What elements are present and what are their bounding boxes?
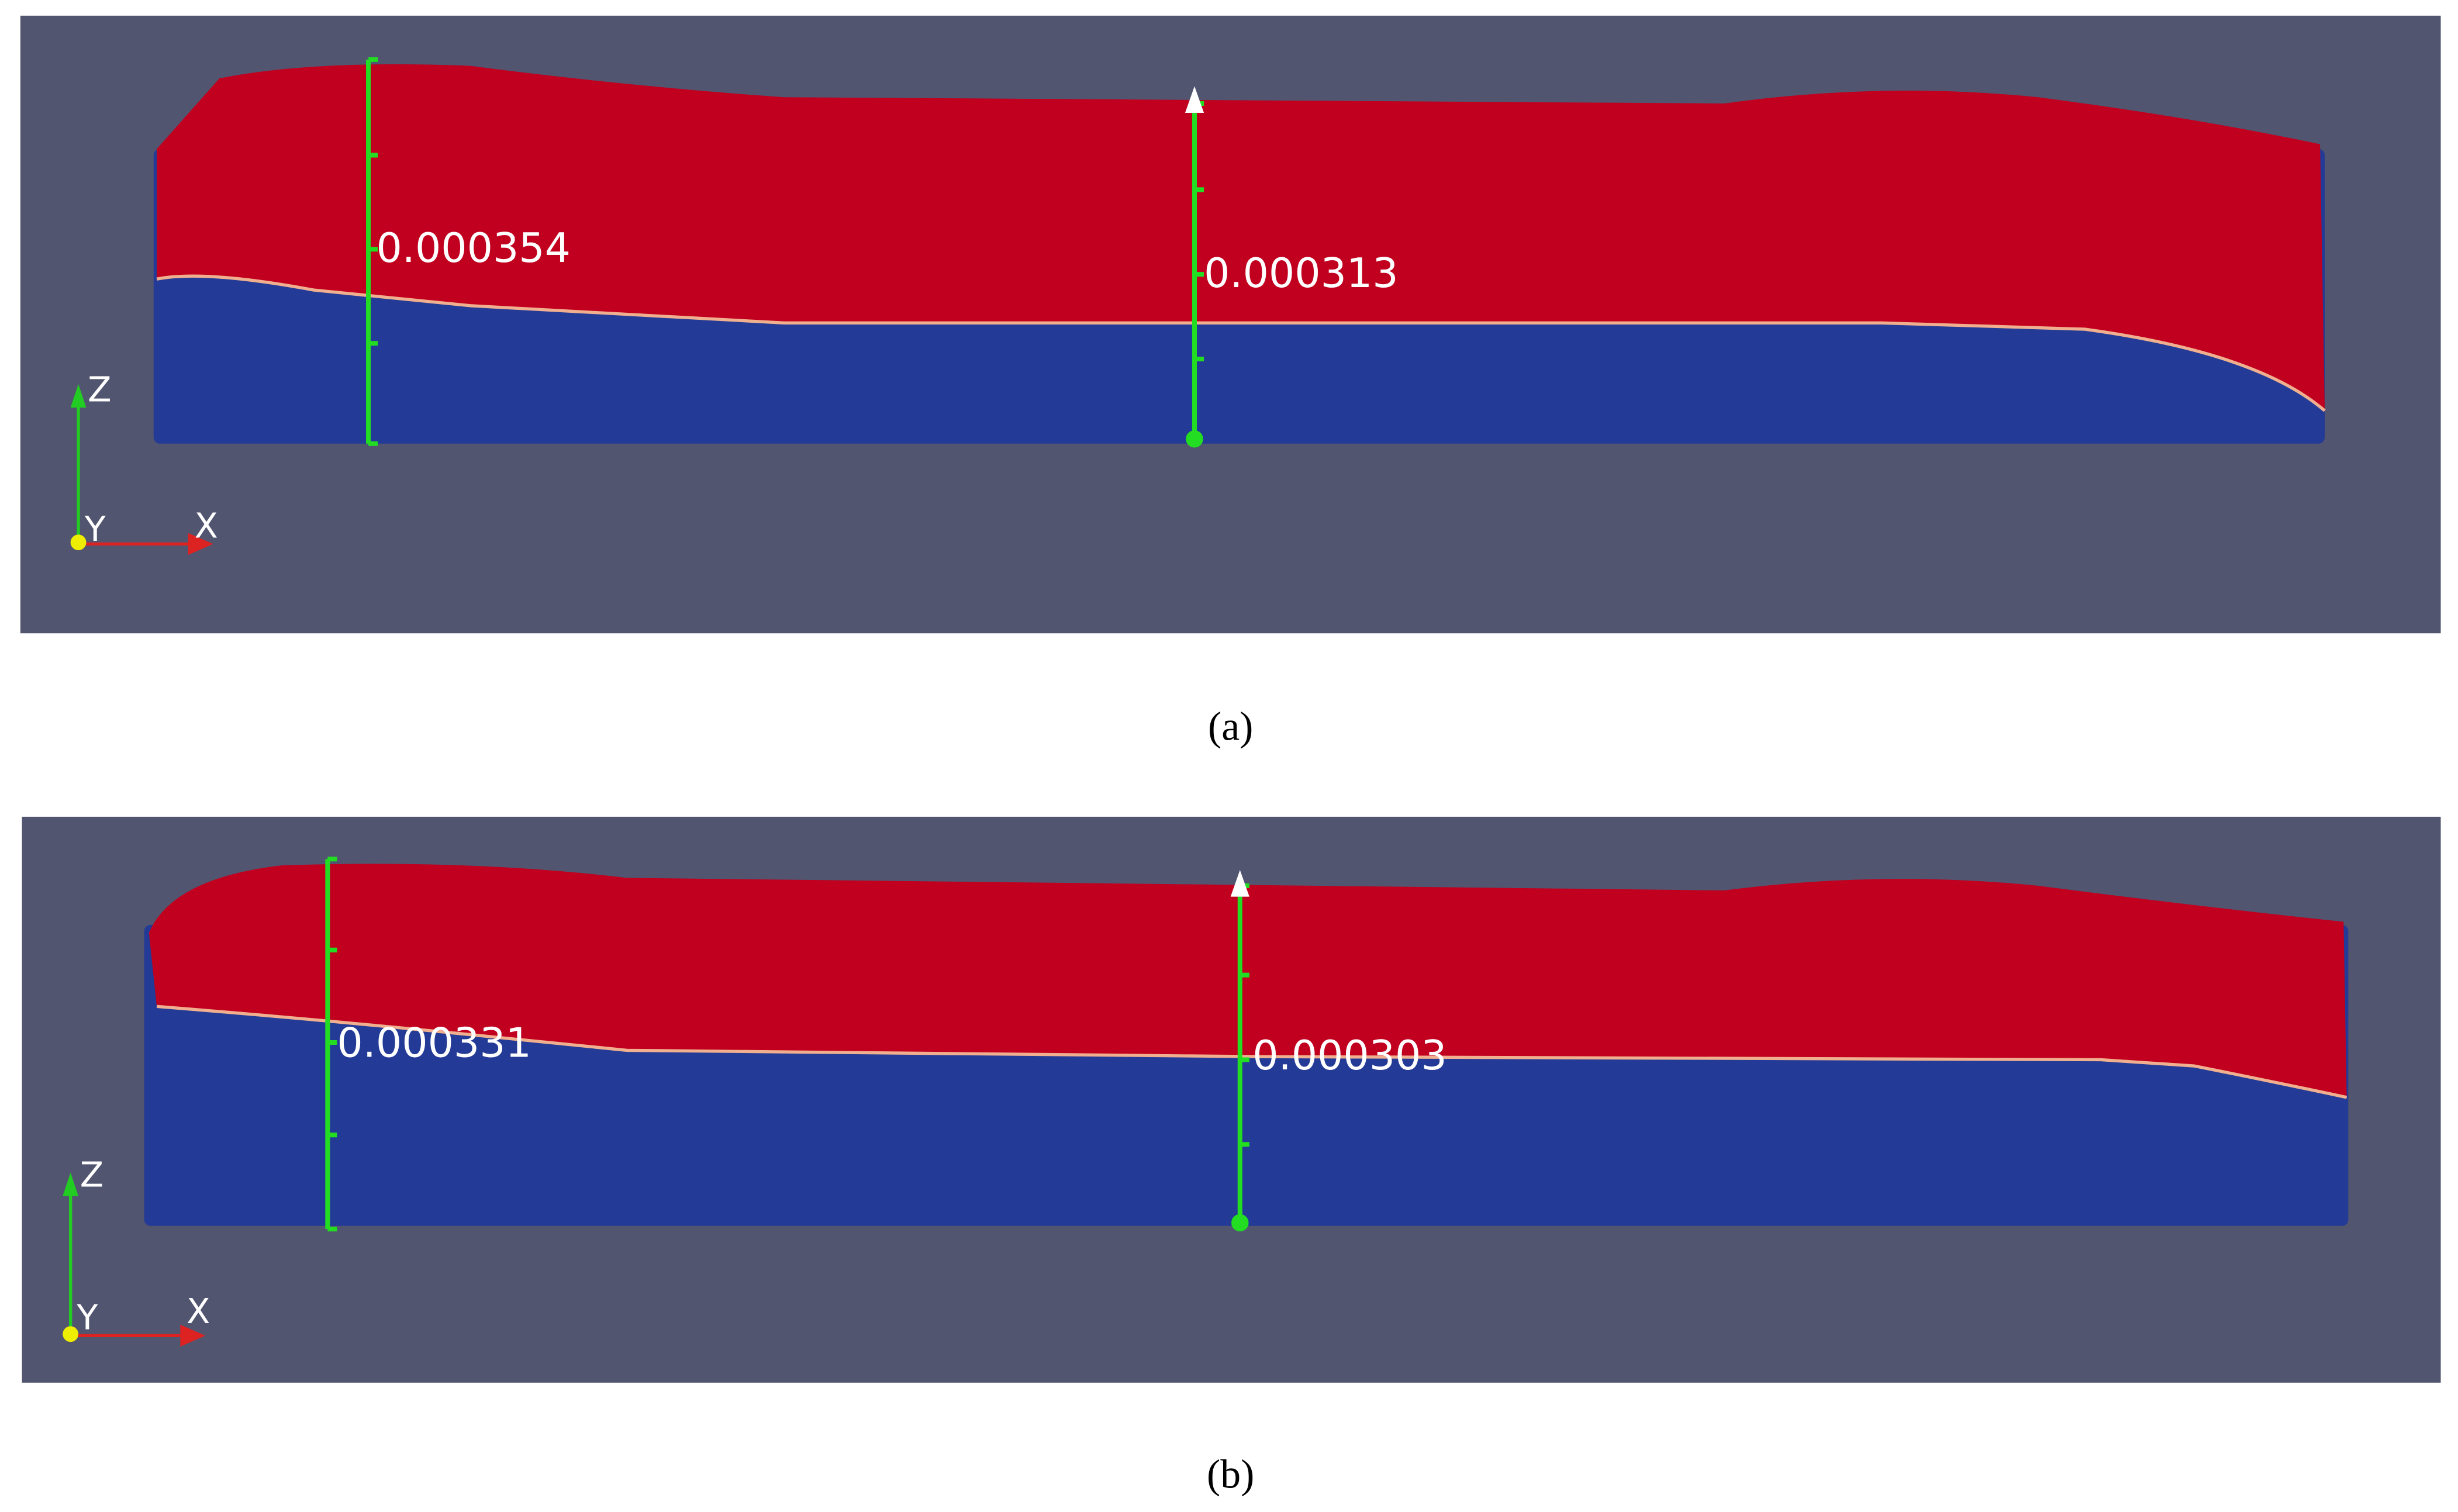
measurement: 0.000313 <box>1204 250 1399 297</box>
ruler <box>1185 86 1204 448</box>
melt-region <box>149 864 2347 1097</box>
measurement: 0.000303 <box>1252 1032 1447 1079</box>
axis-label: Y <box>76 1297 98 1338</box>
ruler <box>325 857 337 1232</box>
ruler <box>366 57 378 446</box>
axis-label: X <box>194 506 218 546</box>
measurement: 0.000354 <box>376 225 571 272</box>
panel: 0.000331 0.000303 Z Y X <box>22 816 2441 1383</box>
axes-triad <box>63 1172 206 1347</box>
ruler <box>1230 870 1249 1232</box>
interface <box>156 1004 2347 1099</box>
caption: (a) <box>1208 704 1253 749</box>
melt-region <box>157 64 2325 411</box>
axis-label: Y <box>84 509 106 549</box>
caption: (b) <box>1207 1452 1254 1497</box>
interface <box>156 274 2326 412</box>
measurement: 0.000331 <box>337 1019 531 1066</box>
axis-label: Z <box>88 369 111 409</box>
axis-label: Z <box>80 1155 103 1195</box>
axis-label: X <box>187 1291 210 1331</box>
axes-triad <box>70 384 213 555</box>
panel: 0.000354 0.000313 Z Y X <box>20 15 2441 634</box>
